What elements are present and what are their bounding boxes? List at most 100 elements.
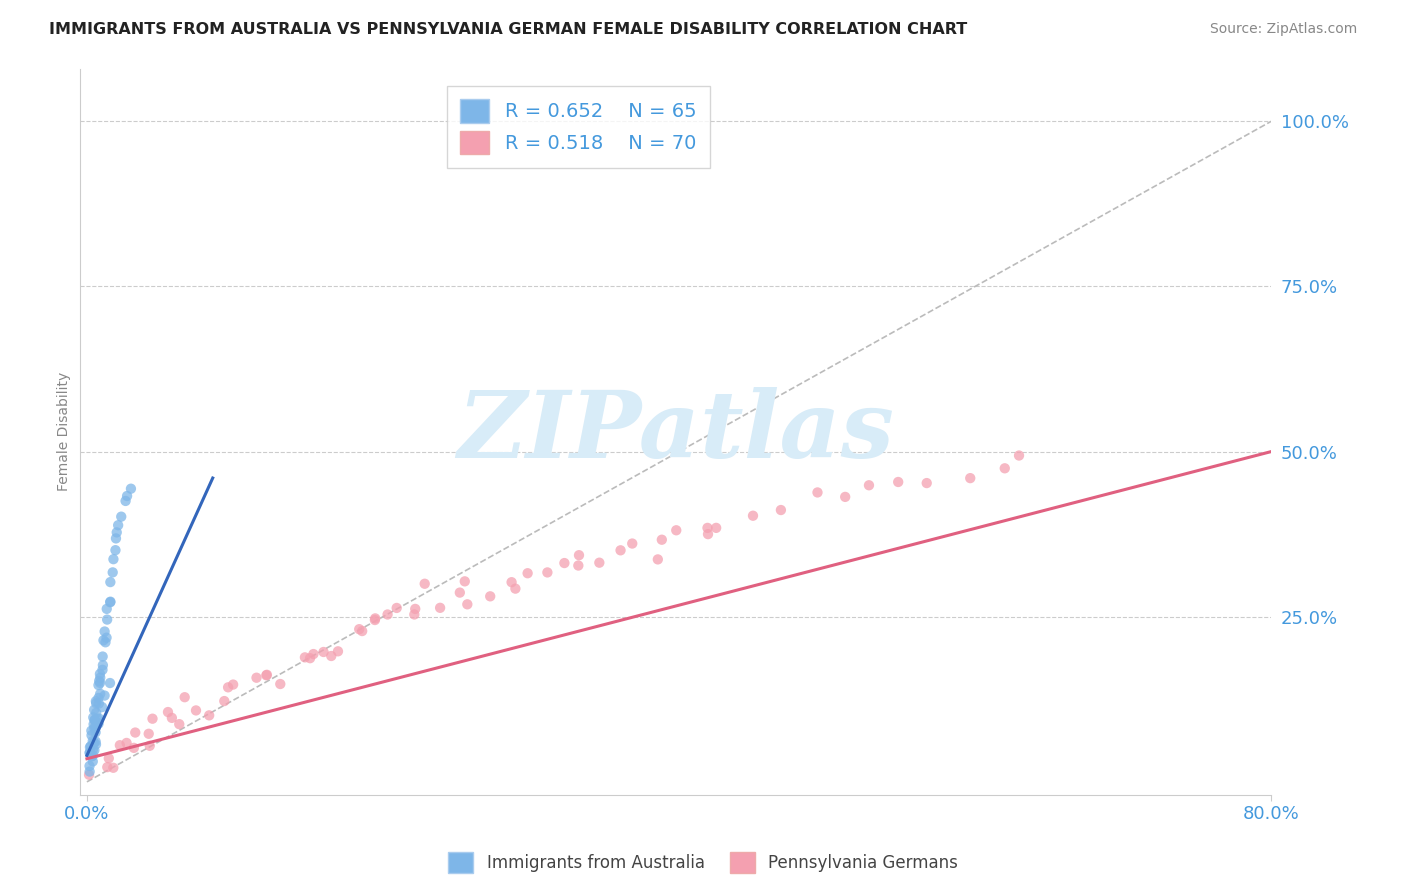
- Point: [89, 712, 111, 726]
- Point: [84, 721, 107, 735]
- Point: [96, 613, 118, 627]
- Point: [651, 533, 673, 547]
- Point: [312, 645, 335, 659]
- Point: [456, 597, 478, 611]
- Point: [96, 760, 118, 774]
- Point: [516, 566, 538, 581]
- Point: [347, 622, 370, 636]
- Point: [110, 509, 132, 524]
- Point: [87, 697, 110, 711]
- Point: [222, 677, 245, 691]
- Point: [83, 736, 105, 750]
- Point: [806, 485, 828, 500]
- Point: [84, 696, 107, 710]
- Point: [107, 518, 129, 533]
- Point: [83, 721, 105, 735]
- Point: [697, 527, 720, 541]
- Point: [120, 482, 142, 496]
- Point: [93, 633, 115, 648]
- Y-axis label: Female Disability: Female Disability: [58, 372, 72, 491]
- Point: [553, 556, 575, 570]
- Point: [122, 740, 145, 755]
- Point: [89, 675, 111, 690]
- Point: [915, 476, 938, 491]
- Point: [449, 585, 471, 599]
- Legend: R = 0.652    N = 65, R = 0.518    N = 70: R = 0.652 N = 65, R = 0.518 N = 70: [447, 86, 710, 168]
- Point: [91, 663, 114, 677]
- Point: [89, 687, 111, 701]
- Point: [97, 751, 120, 765]
- Point: [156, 705, 179, 719]
- Point: [567, 558, 589, 573]
- Point: [454, 574, 477, 589]
- Point: [91, 700, 114, 714]
- Point: [299, 651, 322, 665]
- Point: [167, 717, 190, 731]
- Point: [994, 461, 1017, 475]
- Point: [98, 595, 121, 609]
- Point: [269, 677, 291, 691]
- Point: [501, 575, 523, 590]
- Point: [479, 590, 502, 604]
- Point: [86, 712, 108, 726]
- Point: [214, 694, 236, 708]
- Point: [87, 716, 110, 731]
- Point: [404, 602, 426, 616]
- Point: [115, 736, 138, 750]
- Point: [160, 711, 183, 725]
- Point: [536, 566, 558, 580]
- Point: [959, 471, 981, 485]
- Point: [665, 523, 688, 537]
- Point: [858, 478, 880, 492]
- Point: [98, 575, 121, 590]
- Point: [173, 690, 195, 705]
- Point: [93, 689, 115, 703]
- Point: [98, 676, 121, 690]
- Point: [245, 671, 267, 685]
- Point: [887, 475, 910, 489]
- Point: [82, 710, 104, 724]
- Point: [108, 738, 131, 752]
- Point: [588, 556, 610, 570]
- Point: [83, 717, 105, 731]
- Point: [84, 737, 107, 751]
- Point: [84, 694, 107, 708]
- Point: [79, 746, 101, 760]
- Point: [103, 552, 125, 566]
- Point: [256, 668, 278, 682]
- Point: [621, 536, 644, 550]
- Point: [429, 600, 451, 615]
- Point: [377, 607, 399, 622]
- Point: [77, 768, 100, 782]
- Point: [302, 647, 325, 661]
- Text: IMMIGRANTS FROM AUSTRALIA VS PENNSYLVANIA GERMAN FEMALE DISABILITY CORRELATION C: IMMIGRANTS FROM AUSTRALIA VS PENNSYLVANI…: [49, 22, 967, 37]
- Point: [87, 690, 110, 705]
- Point: [254, 668, 277, 682]
- Point: [101, 566, 124, 580]
- Point: [103, 761, 125, 775]
- Text: Source: ZipAtlas.com: Source: ZipAtlas.com: [1209, 22, 1357, 37]
- Point: [83, 743, 105, 757]
- Point: [86, 716, 108, 731]
- Point: [198, 708, 221, 723]
- Point: [114, 494, 136, 508]
- Point: [124, 725, 146, 739]
- Point: [84, 725, 107, 739]
- Point: [138, 739, 160, 753]
- Point: [79, 745, 101, 759]
- Point: [79, 740, 101, 755]
- Point: [83, 703, 105, 717]
- Point: [294, 650, 316, 665]
- Point: [364, 611, 387, 625]
- Point: [79, 759, 101, 773]
- Point: [364, 613, 387, 627]
- Point: [89, 671, 111, 685]
- Point: [89, 667, 111, 681]
- Point: [647, 552, 669, 566]
- Point: [83, 713, 105, 727]
- Point: [326, 644, 349, 658]
- Point: [568, 548, 591, 562]
- Point: [100, 595, 122, 609]
- Point: [84, 706, 107, 720]
- Point: [184, 703, 207, 717]
